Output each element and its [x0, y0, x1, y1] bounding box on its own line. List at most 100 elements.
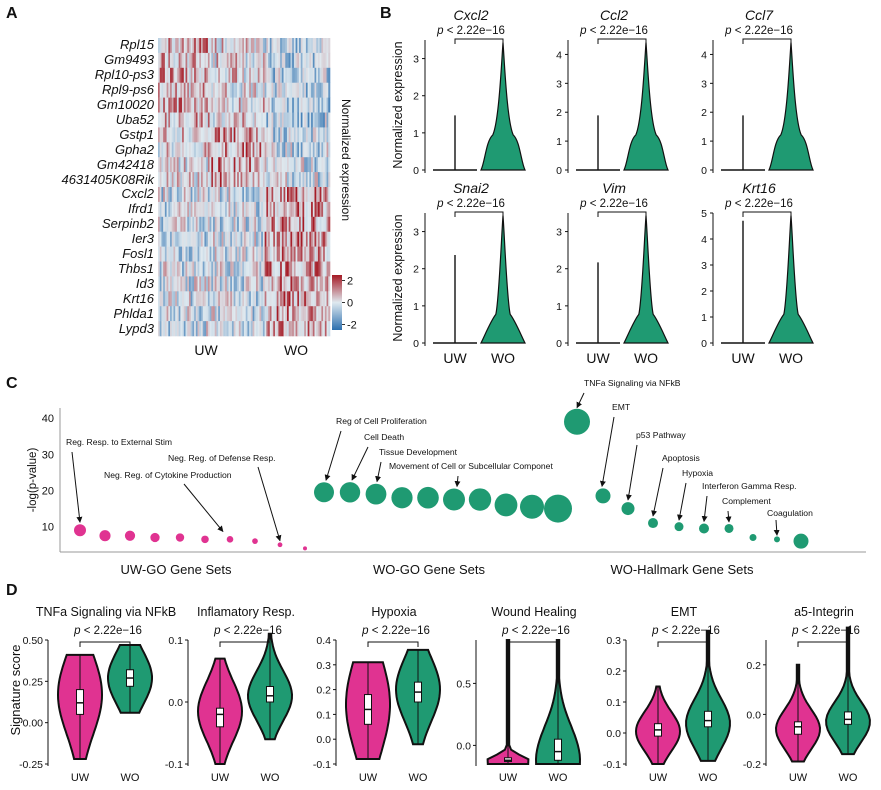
heatmap-cell [197, 142, 200, 158]
heatmap-cell [293, 306, 296, 322]
significance-bracket [797, 641, 849, 647]
heatmap-cell [164, 127, 167, 143]
heatmap-cell [271, 187, 274, 203]
heatmap-cell [192, 246, 195, 262]
heatmap-cell [328, 306, 331, 322]
y-tick-label: 1 [556, 301, 562, 313]
heatmap-cell [207, 142, 210, 158]
heatmap-cell [235, 172, 238, 188]
heatmap-cell [168, 127, 171, 143]
heatmap-cell [176, 127, 179, 143]
heatmap-cell [206, 276, 209, 292]
x-group-label: WO [839, 772, 858, 784]
heatmap-cell [171, 306, 174, 322]
heatmap-cell [321, 216, 324, 232]
heatmap-cell [287, 67, 290, 83]
heatmap-cell [295, 306, 298, 322]
heatmap-cell [175, 261, 178, 277]
heatmap-cell [159, 187, 162, 203]
heatmap-cell [188, 127, 191, 143]
violin-uw [721, 220, 765, 344]
signature-title: Hypoxia [371, 605, 416, 619]
heatmap-cell [166, 246, 169, 262]
heatmap-cell [312, 52, 315, 69]
heatmap-cell [257, 276, 260, 292]
heatmap-cell [242, 276, 245, 292]
heatmap-cell [254, 157, 257, 173]
heatmap-cell [249, 276, 252, 292]
heatmap-gene-label: Serpinb2 [101, 216, 154, 232]
heatmap-cell [261, 321, 264, 337]
heatmap-cell [207, 52, 210, 69]
heatmap-cell [242, 82, 245, 98]
gene-title: Ccl2 [600, 7, 628, 23]
heatmap-cell [192, 201, 195, 218]
heatmap-cell [292, 291, 295, 307]
heatmap-cell [168, 97, 171, 113]
heatmap-cell [323, 52, 326, 69]
heatmap-cell [225, 306, 228, 322]
y-tick-label: 2 [413, 264, 419, 276]
heatmap-cell [247, 261, 250, 277]
bubble-annotation-label: Interferon Gamma Resp. [702, 481, 797, 491]
heatmap-cell [259, 82, 262, 98]
heatmap-cell [268, 306, 271, 322]
heatmap-cell [244, 157, 247, 173]
heatmap-cell [268, 82, 271, 98]
heatmap-cell [185, 38, 188, 54]
heatmap-cell [211, 321, 214, 337]
heatmap-cell [245, 127, 248, 143]
heatmap-cell [326, 38, 329, 54]
heatmap-cell [199, 261, 202, 277]
heatmap-cell [281, 97, 284, 113]
p-value-label: p < 2.22e−16 [651, 625, 720, 637]
heatmap-cell [276, 231, 279, 247]
heatmap-cell [230, 216, 233, 232]
heatmap-cell [247, 52, 250, 69]
heatmap-cell [328, 157, 331, 173]
heatmap-cell [280, 38, 283, 54]
heatmap-cell [305, 306, 308, 322]
p-value-label: p < 2.22e−16 [361, 625, 430, 637]
heatmap-cell [290, 201, 293, 218]
heatmap-cell [225, 276, 228, 292]
heatmap-cell [323, 216, 326, 232]
heatmap-cell [204, 127, 207, 143]
heatmap-cell [176, 52, 179, 69]
heatmap-cell [292, 261, 295, 277]
heatmap-cell [158, 187, 161, 203]
y-tick-label: 3 [556, 227, 562, 239]
heatmap-cell [187, 112, 190, 128]
heatmap-cell [317, 216, 320, 232]
heatmap-cell [259, 246, 262, 262]
heatmap-cell [250, 216, 253, 232]
heatmap-cell [244, 97, 247, 113]
heatmap-cell [299, 157, 302, 173]
heatmap-cell [194, 231, 197, 247]
heatmap-cell [274, 97, 277, 113]
heatmap-cell [233, 172, 236, 188]
heatmap-cell [214, 201, 217, 218]
heatmap-cell [187, 306, 190, 322]
heatmap-cell [207, 67, 210, 83]
heatmap-cell [290, 127, 293, 143]
heatmap-cell [271, 261, 274, 277]
heatmap-cell [297, 321, 300, 337]
heatmap-cell [323, 112, 326, 128]
heatmap-cell [323, 321, 326, 337]
heatmap-cell [252, 261, 255, 277]
heatmap-cell [317, 291, 320, 307]
significance-bracket [79, 641, 131, 647]
legend-tick-label: -2 [347, 320, 357, 332]
heatmap-cell [283, 82, 286, 98]
heatmap-cell [268, 97, 271, 113]
y-tick-label: 0.2 [316, 685, 331, 697]
heatmap-cell [192, 306, 195, 322]
heatmap-cell [278, 97, 281, 113]
heatmap-cell [202, 246, 205, 262]
heatmap-cell [226, 306, 229, 322]
heatmap-cell [312, 216, 315, 232]
heatmap-cell [213, 142, 216, 158]
